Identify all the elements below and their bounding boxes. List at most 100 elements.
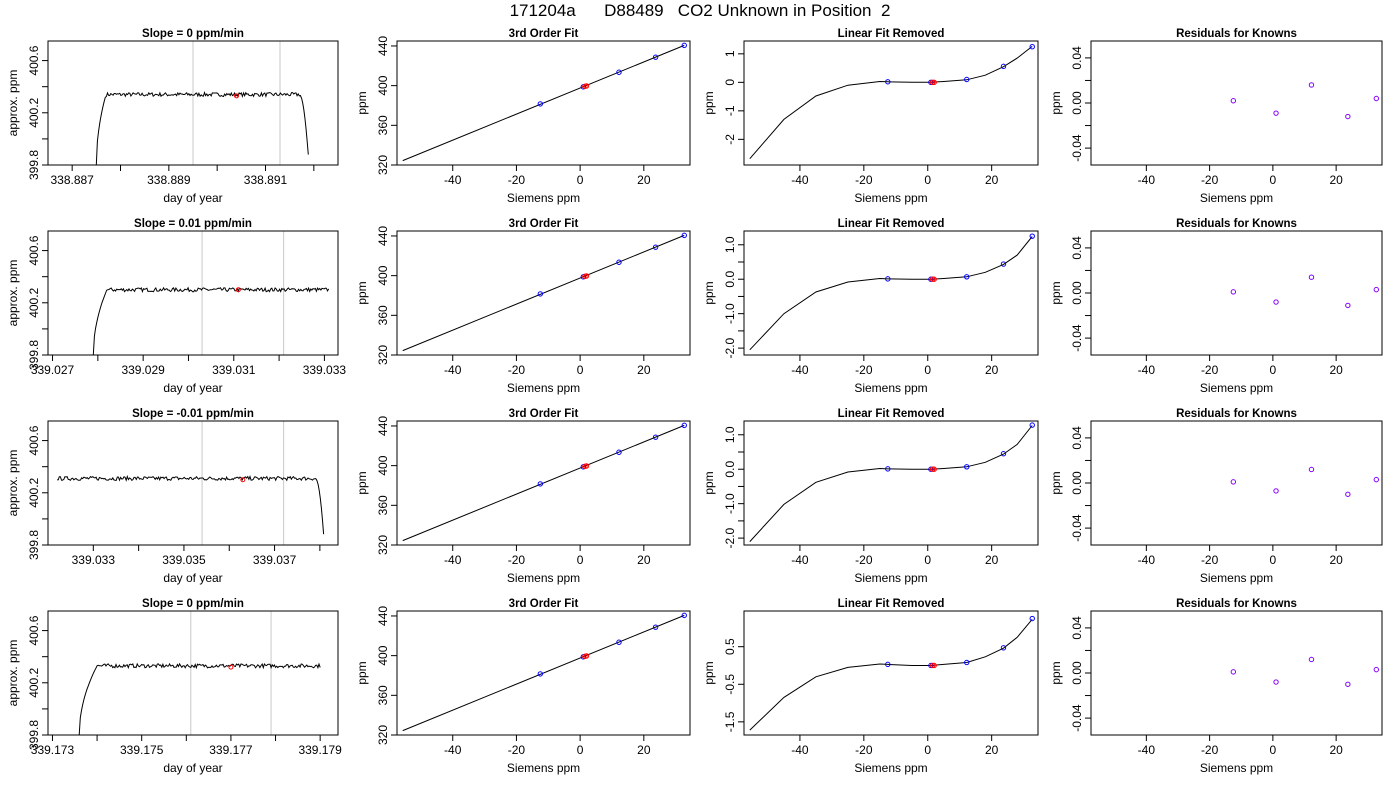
x-tick-label: 0 [577, 363, 584, 377]
y-axis-label: ppm [1049, 661, 1063, 684]
y-tick-label: 1 [723, 50, 737, 57]
y-tick-label: 400.6 [27, 45, 41, 75]
residual-point [1373, 286, 1380, 293]
known-point [652, 434, 659, 440]
x-tick-label: -40 [444, 363, 462, 377]
x-axis-label: day of year [163, 571, 222, 585]
y-axis-label: approx. ppm [6, 450, 20, 517]
chart-panel: Residuals for Knowns -40 -20 0 20 Siemens ppm… [1049, 408, 1383, 585]
known-point [1000, 261, 1007, 267]
x-tick-label: 0 [1270, 173, 1277, 187]
fit-curve [749, 46, 1033, 160]
fit-line [402, 424, 685, 542]
x-tick-label: -20 [855, 173, 873, 187]
plot-frame [47, 40, 339, 166]
x-axis-label: Siemens ppm [507, 761, 580, 775]
plot-frame [47, 230, 339, 356]
plot-frame [396, 610, 691, 736]
fit-curve [749, 425, 1033, 542]
known-point [885, 661, 891, 668]
x-axis-label: Siemens ppm [507, 191, 580, 205]
y-axis-label: approx. ppm [6, 70, 20, 137]
plot-inner [1230, 274, 1380, 309]
x-axis-label: Siemens ppm [854, 191, 927, 205]
unknown-marker [240, 477, 246, 483]
x-tick-label: -40 [444, 173, 462, 187]
x-tick-label: 339.027 [31, 363, 75, 377]
y-tick-label: 440 [376, 606, 390, 626]
panel-title: Slope = 0 ppm/min [142, 598, 244, 610]
x-tick-label: -20 [1201, 363, 1219, 377]
plot-inner [57, 421, 325, 545]
known-point [1029, 233, 1035, 239]
x-tick-label: -40 [791, 553, 809, 567]
panel-title: 3rd Order Fit [509, 408, 579, 420]
page-title: 171204a D88489 CO2 Unknown in Position 2 [509, 1, 891, 20]
y-tick-label: 440 [376, 416, 390, 436]
x-tick-label: -40 [444, 743, 462, 757]
x-axis-label: Siemens ppm [1200, 191, 1273, 205]
y-tick-label: 400.2 [27, 97, 41, 127]
residual-point [1345, 302, 1351, 309]
known-point [964, 76, 970, 83]
y-tick-label: 400.2 [27, 477, 41, 507]
y-tick-label: -2.0 [723, 527, 737, 548]
known-point [537, 481, 544, 487]
plot-inner [92, 231, 330, 355]
x-tick-label: 339.179 [298, 743, 342, 757]
known-point [681, 422, 687, 429]
x-axis-label: Siemens ppm [507, 381, 580, 395]
chart-panel: 3rd Order Fit -40 -20 0 20 Siemens ppm 320 360 4… [355, 28, 691, 205]
panel-title: Slope = 0.01 ppm/min [134, 218, 252, 230]
x-tick-label: 0 [924, 363, 931, 377]
x-tick-label: 20 [637, 743, 651, 757]
y-tick-label: -1.0 [723, 303, 737, 324]
x-axis-label: Siemens ppm [1200, 761, 1273, 775]
y-axis-label: ppm [702, 661, 716, 684]
known-point [537, 101, 544, 107]
residual-point [1345, 681, 1351, 687]
x-tick-label: 20 [1329, 173, 1343, 187]
chart-panel: Residuals for Knowns -40 -20 0 20 Siemens ppm… [1049, 218, 1383, 395]
x-tick-label: 339.031 [212, 363, 256, 377]
x-tick-label: -20 [1201, 173, 1219, 187]
y-axis-label: ppm [355, 281, 369, 304]
x-tick-label: 20 [637, 173, 651, 187]
x-axis-label: day of year [163, 191, 222, 205]
plot-inner [1230, 82, 1380, 120]
chart-panel: 3rd Order Fit -40 -20 0 20 Siemens ppm 320 360 4… [355, 218, 691, 395]
unknown-point [583, 83, 590, 89]
plot-frame [47, 610, 339, 736]
x-tick-label: 339.037 [253, 553, 297, 567]
unknown-point [583, 273, 590, 279]
y-tick-label: 400.6 [27, 615, 41, 645]
y-tick-label: 400 [376, 455, 390, 475]
x-tick-label: 20 [985, 173, 999, 187]
x-tick-label: 339.033 [72, 553, 116, 567]
y-axis-label: approx. ppm [6, 260, 20, 327]
known-point [1029, 615, 1035, 622]
residual-point [1230, 479, 1237, 485]
y-axis-label: ppm [702, 281, 716, 304]
x-tick-label: 0 [577, 173, 584, 187]
y-tick-label: -0.04 [1070, 704, 1084, 732]
panel-title: Slope = 0 ppm/min [142, 28, 244, 40]
y-tick-label: 399.8 [27, 530, 41, 560]
y-axis-label: ppm [1049, 281, 1063, 304]
residual-point [1273, 679, 1279, 685]
y-tick-label: -1.5 [723, 711, 737, 732]
unknown-point [931, 662, 937, 669]
known-point [681, 42, 687, 49]
known-point [616, 449, 622, 455]
residual-point [1308, 656, 1315, 663]
y-tick-label: 1.0 [723, 426, 737, 443]
x-tick-label: 339.177 [209, 743, 253, 757]
residual-point [1230, 98, 1237, 104]
y-axis-label: approx. ppm [6, 640, 20, 707]
x-axis-label: Siemens ppm [854, 381, 927, 395]
y-tick-label: -0.04 [1070, 134, 1084, 162]
y-tick-label: -2.0 [723, 337, 737, 358]
plot-frame [396, 230, 691, 356]
y-tick-label: 360 [376, 115, 390, 135]
